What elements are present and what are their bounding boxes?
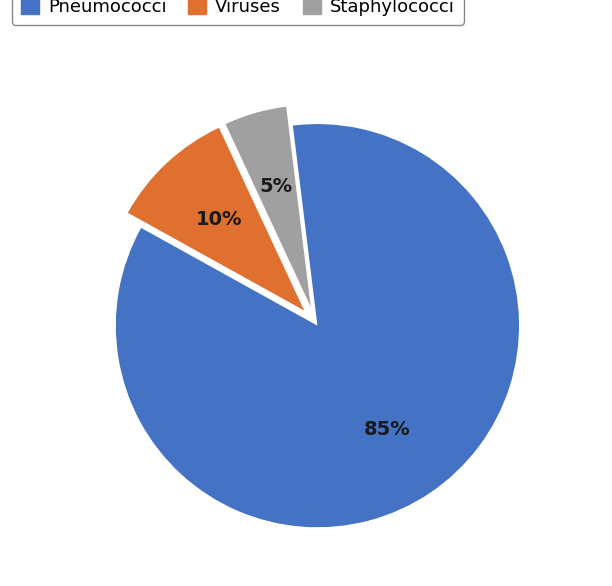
Wedge shape	[116, 124, 519, 527]
Wedge shape	[226, 107, 311, 307]
Legend: Pneumococci, Viruses, Staphylococci: Pneumococci, Viruses, Staphylococci	[12, 0, 464, 25]
Text: 85%: 85%	[364, 420, 411, 439]
Text: 5%: 5%	[259, 177, 293, 196]
Text: 10%: 10%	[196, 210, 242, 229]
Wedge shape	[128, 128, 304, 311]
